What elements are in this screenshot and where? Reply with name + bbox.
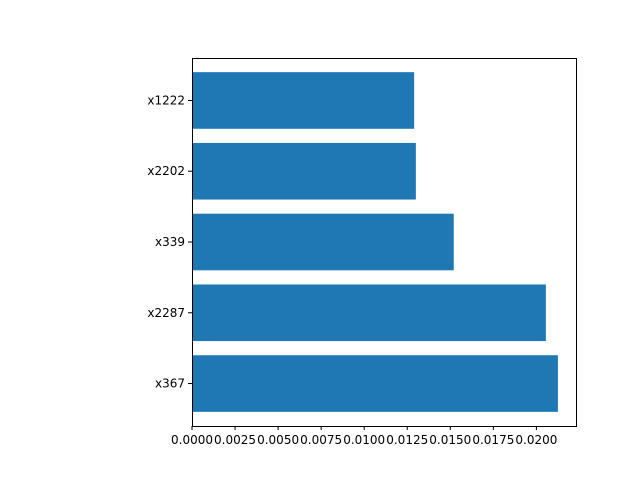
y-tick-label: x2202 (147, 164, 185, 178)
bar-x339 (192, 213, 454, 271)
y-axis-ticks: x367 x2287 x339 x2202 x1222 (147, 93, 192, 391)
x-tick-label: 0.0050 (257, 433, 299, 447)
x-tick-label: 0.0200 (515, 433, 557, 447)
x-tick-label: 0.0125 (386, 433, 428, 447)
bar-x2287 (192, 284, 546, 342)
x-tick-label: 0.0175 (472, 433, 514, 447)
x-tick-label: 0.0150 (429, 433, 471, 447)
y-tick-label: x339 (155, 235, 185, 249)
y-tick-label: x2287 (147, 306, 185, 320)
y-tick-label: x1222 (147, 93, 185, 107)
x-tick-label: 0.0000 (171, 433, 213, 447)
bars-group (192, 72, 558, 412)
bar-x2202 (192, 142, 416, 200)
x-axis-ticks: 0.0000 0.0025 0.0050 0.0075 0.0100 0.0125 0.01… (171, 426, 557, 447)
plot-frame (192, 58, 577, 427)
x-tick-label: 0.0025 (214, 433, 256, 447)
bar-x367 (192, 355, 558, 412)
x-tick-label: 0.0075 (300, 433, 342, 447)
bar-x1222 (192, 72, 415, 129)
x-tick-label: 0.0100 (343, 433, 385, 447)
y-tick-label: x367 (155, 377, 185, 391)
